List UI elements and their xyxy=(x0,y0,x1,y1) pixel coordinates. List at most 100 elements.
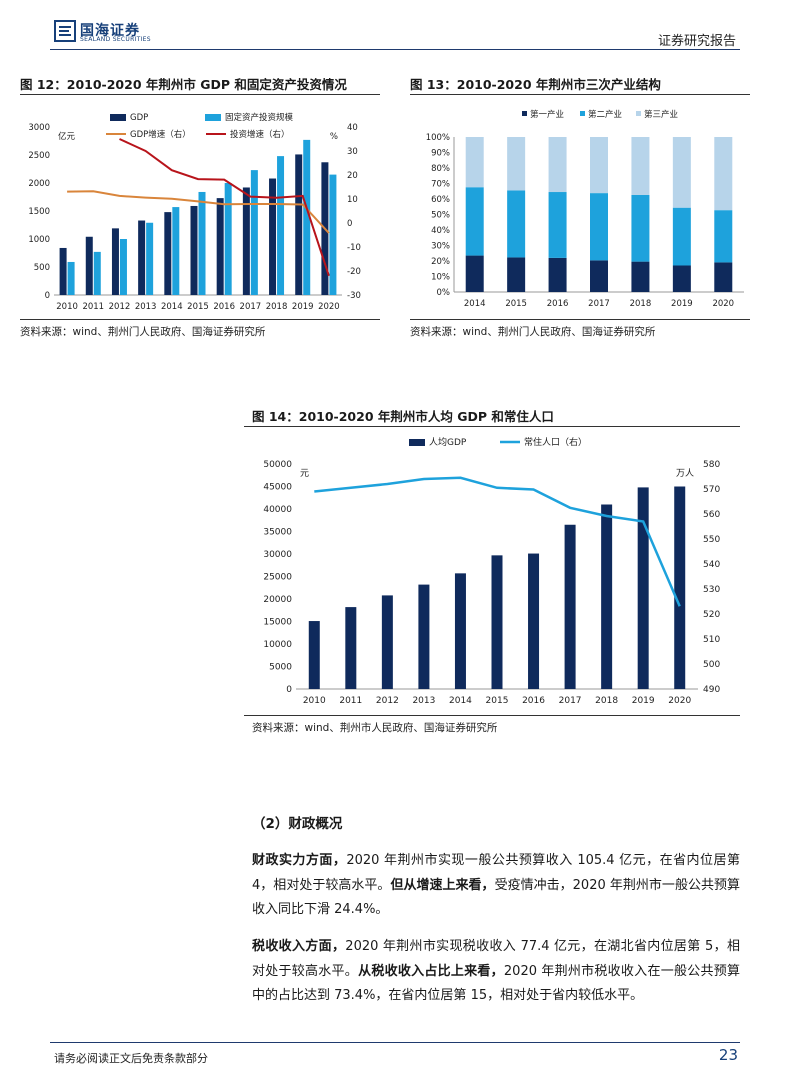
stacked-bar-segment-1 xyxy=(507,257,526,292)
stacked-bar-segment-2 xyxy=(507,190,526,258)
x-axis-tick-label: 2010 xyxy=(56,302,78,312)
fiscal-strength-lead: 财政实力方面， xyxy=(252,853,347,868)
bar-secondary xyxy=(198,191,206,295)
figure-13-title: 图 13：2010-2020 年荆州市三次产业结构 xyxy=(410,77,661,92)
x-axis-tick-label: 2019 xyxy=(292,302,314,312)
bar-primary xyxy=(454,573,466,689)
bar-secondary xyxy=(172,207,180,295)
left-axis-tick-label: 35000 xyxy=(263,528,292,538)
bar-secondary xyxy=(67,261,75,295)
stacked-bar-segment-3 xyxy=(631,137,650,195)
bar-secondary xyxy=(224,183,232,295)
x-axis-tick-label: 2015 xyxy=(505,299,527,309)
legend-label: GDP xyxy=(130,113,148,123)
legend-label: 固定资产投资规模 xyxy=(225,112,294,123)
x-axis-tick-label: 2020 xyxy=(318,302,340,312)
x-axis-tick-label: 2016 xyxy=(547,299,569,309)
x-axis-tick-label: 2017 xyxy=(559,696,582,706)
figure-13-top-rule xyxy=(410,94,750,95)
bar-primary xyxy=(601,504,613,689)
growth-text: 受疫情冲击，2020 年荆州市一般公共预算收入同比下滑 24.4%。 xyxy=(252,877,741,918)
legend-label: GDP增速（右） xyxy=(130,129,191,140)
series-line-2 xyxy=(119,138,330,277)
right-axis-unit-label: 万人 xyxy=(676,468,694,479)
sealand-logo: 国海证券 SEALAND SECURITIES xyxy=(54,20,184,44)
stacked-bar-segment-2 xyxy=(631,194,650,262)
stacked-bar-segment-3 xyxy=(548,137,567,193)
footer-disclaimer: 请务必阅读正文后免责条款部分 xyxy=(54,1052,208,1065)
left-axis-tick-label: 10000 xyxy=(263,640,292,650)
y-axis-tick-label: 30% xyxy=(431,242,450,252)
bar-primary xyxy=(59,247,67,295)
bar-primary xyxy=(308,621,320,689)
bar-primary xyxy=(242,187,250,295)
legend-swatch xyxy=(110,114,126,121)
stacked-bar-segment-2 xyxy=(548,192,567,258)
sealand-logo-icon xyxy=(54,20,76,42)
right-axis-unit-label: % xyxy=(330,132,338,142)
bar-secondary xyxy=(119,239,127,295)
fiscal-strength-text: 2020 年荆州市实现一般公共预算收入 105.4 亿元，在省内位居第 4，相对… xyxy=(252,853,740,893)
stacked-bar-segment-2 xyxy=(714,210,733,263)
legend-swatch xyxy=(522,111,527,116)
right-axis-tick-label: 530 xyxy=(703,585,720,595)
stacked-bar-segment-3 xyxy=(507,137,526,191)
left-axis-unit-label: 元 xyxy=(300,469,309,479)
right-axis-tick-label: 40 xyxy=(347,123,358,133)
bar-secondary xyxy=(93,251,101,295)
legend-swatch xyxy=(636,111,641,116)
tax-revenue-lead: 税收收入方面， xyxy=(252,939,346,954)
bar-primary xyxy=(528,553,540,689)
section-title-fiscal-overview: （2）财政概况 xyxy=(252,816,343,832)
y-axis-tick-label: 0% xyxy=(437,288,451,298)
bar-primary xyxy=(345,607,357,689)
left-axis-tick-label: 2000 xyxy=(28,179,50,189)
x-axis-tick-label: 2016 xyxy=(213,302,235,312)
bar-primary xyxy=(138,220,146,295)
stacked-bar-segment-1 xyxy=(631,261,650,292)
stacked-bar-segment-1 xyxy=(590,260,608,292)
y-axis-tick-label: 80% xyxy=(431,164,450,174)
bar-secondary xyxy=(146,222,154,295)
tax-share-text: 2020 年荆州市税收收入在一般公共预算中的占比达到 73.4%，在省内位居第 … xyxy=(252,963,740,1004)
figure-12-chart: 0 500 1000 1500 2000 2500 3000 -30 -20 -10 0 10 20 30… xyxy=(28,112,361,312)
left-axis-tick-label: 3000 xyxy=(28,123,50,133)
figure-13-source: 资料来源：wind、荆州门人民政府、国海证券研究所 xyxy=(410,326,656,338)
x-axis-tick-label: 2010 xyxy=(303,696,326,706)
stacked-bar-segment-1 xyxy=(548,257,567,292)
legend-label: 第三产业 xyxy=(644,109,678,120)
right-axis-tick-label: -30 xyxy=(347,291,361,301)
header-divider xyxy=(50,49,740,50)
bar-primary xyxy=(190,205,198,295)
legend-label: 常住人口（右） xyxy=(524,436,587,448)
y-axis-tick-label: 100% xyxy=(426,133,450,143)
left-axis-tick-label: 500 xyxy=(34,263,50,273)
x-axis-tick-label: 2013 xyxy=(412,696,435,706)
legend-label: 第二产业 xyxy=(588,109,622,120)
bar-primary xyxy=(491,555,503,689)
stacked-bar-segment-3 xyxy=(714,137,733,211)
bar-secondary xyxy=(277,156,285,295)
stacked-bar-segment-2 xyxy=(672,207,691,266)
x-axis-tick-label: 2012 xyxy=(109,302,131,312)
left-axis-tick-label: 5000 xyxy=(269,663,292,673)
y-axis-tick-label: 90% xyxy=(431,149,450,159)
stacked-bar-segment-3 xyxy=(590,137,608,194)
bar-primary xyxy=(674,486,686,689)
left-axis-tick-label: 30000 xyxy=(263,550,292,560)
right-axis-tick-label: 20 xyxy=(347,171,358,181)
x-axis-tick-label: 2012 xyxy=(376,696,399,706)
x-axis-tick-label: 2014 xyxy=(449,696,472,706)
footer-divider xyxy=(50,1042,740,1043)
bar-primary xyxy=(418,584,430,689)
right-axis-tick-label: 510 xyxy=(703,635,720,645)
bar-secondary xyxy=(329,174,337,295)
series-line-1 xyxy=(314,476,681,607)
x-axis-tick-label: 2011 xyxy=(339,696,362,706)
stacked-bar-segment-2 xyxy=(465,187,484,256)
bar-primary xyxy=(564,524,576,689)
stacked-bar-segment-1 xyxy=(714,262,733,292)
right-axis-tick-label: 550 xyxy=(703,535,720,545)
bar-secondary xyxy=(303,139,311,295)
y-axis-tick-label: 70% xyxy=(431,180,450,190)
